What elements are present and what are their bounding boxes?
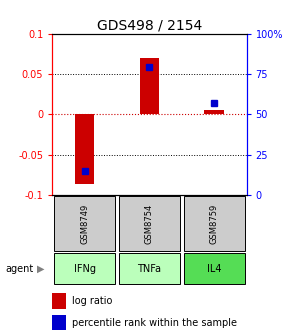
Title: GDS498 / 2154: GDS498 / 2154: [97, 18, 202, 33]
Bar: [54, 253, 115, 284]
Bar: [119, 253, 180, 284]
Text: GSM8759: GSM8759: [210, 203, 219, 244]
Text: IL4: IL4: [207, 264, 221, 274]
Bar: [52, 293, 66, 309]
Bar: [119, 196, 180, 251]
Bar: [75, 114, 94, 184]
Bar: [184, 196, 244, 251]
Text: log ratio: log ratio: [72, 296, 112, 306]
Text: GSM8754: GSM8754: [145, 203, 154, 244]
Text: ▶: ▶: [37, 264, 44, 274]
Bar: [184, 253, 244, 284]
Text: IFNg: IFNg: [74, 264, 96, 274]
Bar: [54, 196, 115, 251]
Bar: [204, 110, 224, 114]
Text: agent: agent: [6, 264, 34, 274]
Bar: [140, 58, 159, 114]
Text: TNFa: TNFa: [137, 264, 161, 274]
Text: percentile rank within the sample: percentile rank within the sample: [72, 318, 237, 328]
Bar: [52, 315, 66, 331]
Text: GSM8749: GSM8749: [80, 203, 89, 244]
